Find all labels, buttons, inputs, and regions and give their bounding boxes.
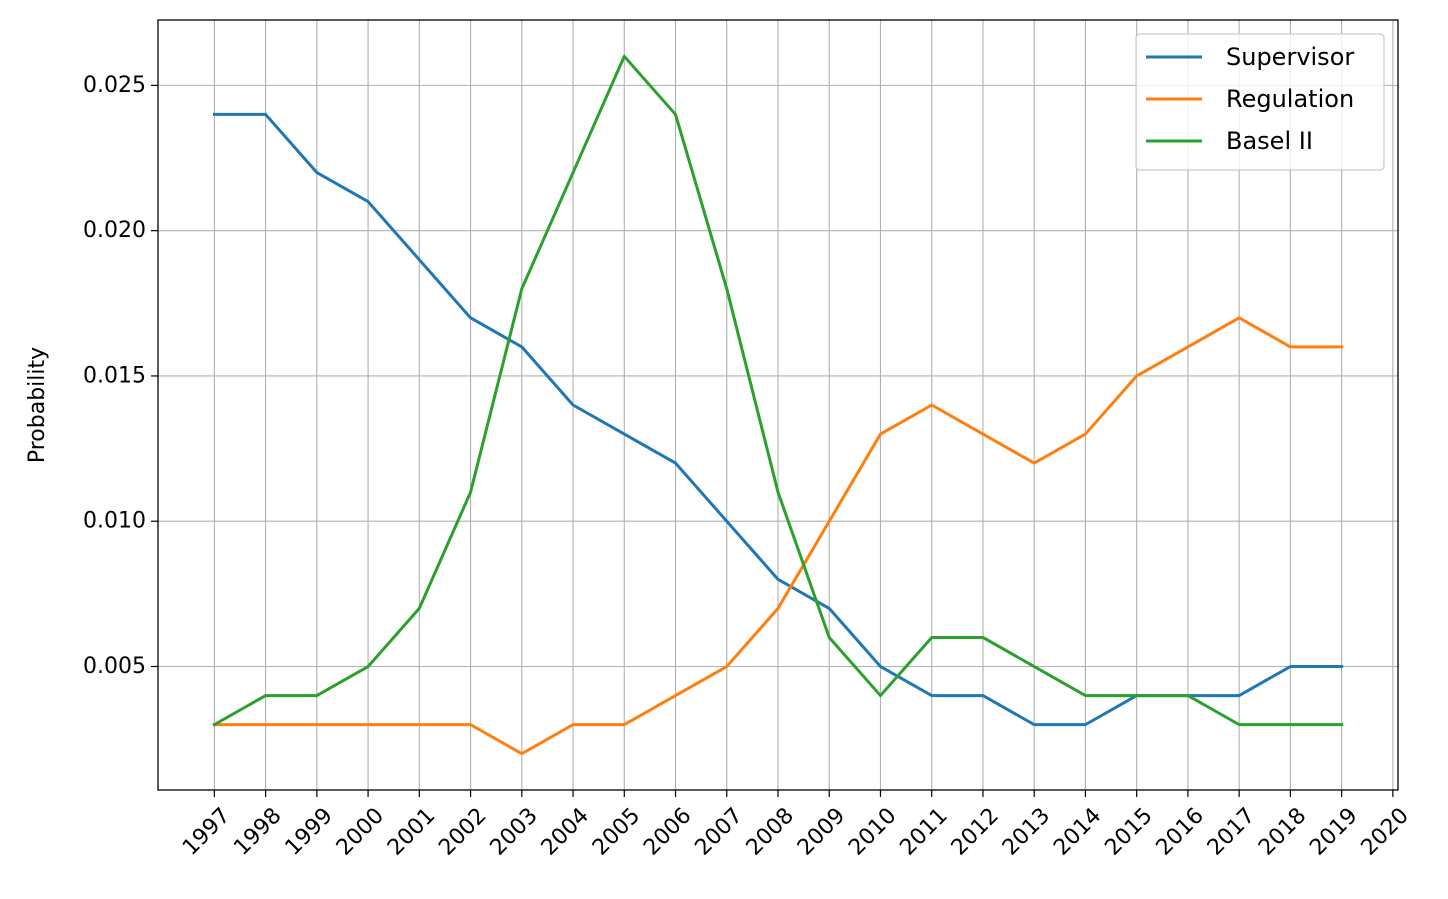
legend-label: Supervisor — [1226, 43, 1354, 71]
x-tick-label: 2020 — [1357, 803, 1414, 860]
series-line-basel-ii — [212, 54, 1344, 727]
x-tick-label: 2006 — [639, 803, 696, 860]
y-tick-label: 0.010 — [83, 509, 146, 534]
legend-label: Basel II — [1226, 127, 1313, 155]
y-tick-label: 0.005 — [83, 654, 146, 679]
y-tick-label: 0.025 — [83, 73, 146, 98]
x-tick-label: 2009 — [793, 803, 850, 860]
series-lines — [212, 54, 1344, 756]
y-axis: 0.005 0.010 0.015 0.020 0.025 — [83, 73, 158, 679]
x-axis: 1997199819992000200120022003200420052006… — [178, 790, 1414, 861]
series-line-regulation — [212, 316, 1344, 756]
x-tick-label: 2010 — [844, 803, 901, 860]
x-tick-label: 2018 — [1254, 803, 1311, 860]
x-tick-label: 1997 — [178, 803, 235, 860]
x-tick-label: 2013 — [998, 803, 1055, 860]
x-tick-label: 2001 — [383, 803, 440, 860]
x-tick-label: 2017 — [1203, 803, 1260, 860]
legend: Supervisor Regulation Basel II — [1135, 33, 1385, 171]
x-tick-label: 1998 — [229, 803, 286, 860]
x-tick-label: 2012 — [947, 803, 1004, 860]
x-tick-label: 2003 — [486, 803, 543, 860]
y-axis-label: Probability — [25, 347, 50, 463]
x-tick-label: 2004 — [537, 803, 594, 860]
x-tick-label: 2008 — [742, 803, 799, 860]
x-tick-label: 2002 — [434, 803, 491, 860]
y-tick-label: 0.015 — [83, 363, 146, 388]
legend-box — [1135, 33, 1385, 171]
x-tick-label: 2005 — [588, 803, 645, 860]
x-tick-label: 2011 — [895, 803, 952, 860]
x-tick-label: 1999 — [281, 803, 338, 860]
y-tick-label: 0.020 — [83, 218, 146, 243]
x-tick-label: 2015 — [1100, 803, 1157, 860]
x-tick-label: 2019 — [1305, 803, 1362, 860]
x-tick-label: 2016 — [1152, 803, 1209, 860]
x-tick-label: 2000 — [332, 803, 389, 860]
legend-label: Regulation — [1226, 85, 1354, 113]
x-tick-label: 2007 — [690, 803, 747, 860]
x-tick-label: 2014 — [1049, 803, 1106, 860]
